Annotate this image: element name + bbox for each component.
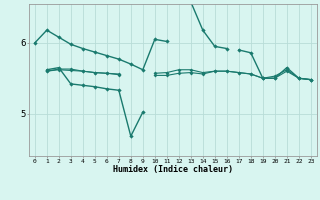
- X-axis label: Humidex (Indice chaleur): Humidex (Indice chaleur): [113, 165, 233, 174]
